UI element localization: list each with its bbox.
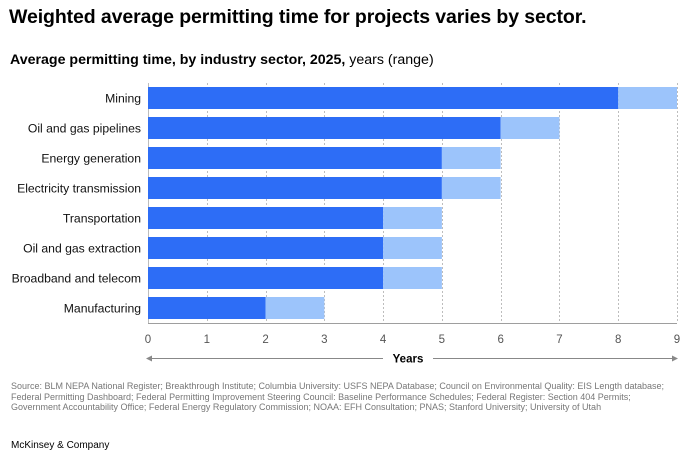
- x-tick-label: 0: [145, 334, 151, 346]
- bar-range: [441, 147, 501, 169]
- x-tick-label: 9: [674, 334, 680, 346]
- category-label: Mining: [105, 92, 141, 106]
- x-tick-label: 5: [439, 334, 445, 346]
- bar-range: [383, 237, 442, 259]
- bar-range: [618, 87, 677, 109]
- brand-logo-text: McKinsey & Company: [11, 440, 110, 451]
- bar-range: [265, 297, 325, 319]
- category-label: Oil and gas pipelines: [28, 122, 141, 136]
- bar-range: [441, 177, 501, 199]
- category-label: Electricity transmission: [17, 182, 141, 196]
- bar-average: [148, 147, 442, 169]
- bar-range: [383, 207, 442, 229]
- category-label: Energy generation: [41, 152, 141, 166]
- x-tick-label: 2: [262, 334, 268, 346]
- x-tick-label: 4: [380, 334, 387, 346]
- axis-arrow-right-icon: [672, 355, 678, 362]
- x-axis-title: Years: [393, 354, 424, 366]
- x-tick-label: 1: [204, 334, 210, 346]
- axis-arrow-left-icon: [146, 355, 152, 362]
- chart-headline: Weighted average permitting time for pro…: [9, 6, 587, 28]
- chart-subtitle: Average permitting time, by industry sec…: [10, 52, 434, 68]
- source-note: Source: BLM NEPA National Register; Brea…: [11, 381, 664, 413]
- subtitle-main: Average permitting time, by industry sec…: [10, 52, 346, 68]
- x-tick-label: 6: [497, 334, 503, 346]
- bar-range: [500, 117, 560, 139]
- bar-average: [148, 237, 384, 259]
- bar-average: [148, 207, 384, 229]
- bar-range: [383, 267, 442, 289]
- bar-chart: Mining Oil and gas pipelines Energy genera…: [12, 83, 680, 366]
- x-tick-label: 3: [321, 334, 327, 346]
- category-label: Oil and gas extraction: [23, 242, 141, 256]
- subtitle-unit: years (range): [345, 52, 434, 68]
- x-tick-label: 8: [615, 334, 621, 346]
- bar-average: [148, 177, 442, 199]
- category-label: Transportation: [63, 212, 141, 226]
- x-axis-title-group: Years: [146, 354, 678, 366]
- bar-average: [148, 297, 266, 319]
- bar-average: [148, 117, 501, 139]
- category-labels: Mining Oil and gas pipelines Energy genera…: [12, 92, 141, 316]
- category-label: Manufacturing: [64, 302, 141, 316]
- x-axis: 0 1 2 3 4 5 6 7 8 9: [145, 323, 680, 346]
- bar-average: [148, 87, 619, 109]
- bar-average: [148, 267, 384, 289]
- category-label: Broadband and telecom: [12, 272, 141, 286]
- bars: [148, 87, 677, 319]
- x-tick-label: 7: [556, 334, 562, 346]
